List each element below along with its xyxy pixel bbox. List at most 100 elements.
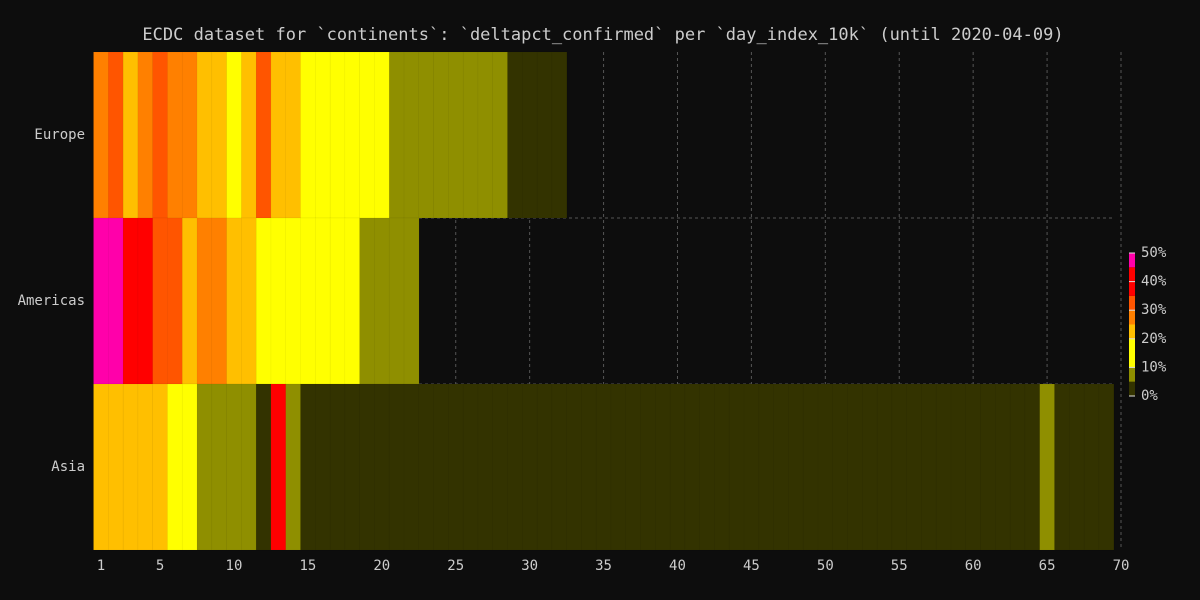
heat-cell xyxy=(344,217,361,385)
heat-cell xyxy=(1069,383,1085,551)
colorbar-tick-label: 50% xyxy=(1141,245,1167,261)
heat-cell xyxy=(862,383,878,551)
heat-cell xyxy=(921,383,937,551)
heat-cell xyxy=(211,383,228,551)
heat-cell xyxy=(329,217,346,385)
heat-cell xyxy=(950,383,967,551)
heat-cell xyxy=(270,217,287,385)
heat-cell xyxy=(167,51,183,219)
heat-cell xyxy=(1098,383,1115,551)
heat-cell xyxy=(699,383,715,551)
heat-cell xyxy=(108,217,124,385)
heat-cell xyxy=(300,51,316,219)
x-tick-label: 50 xyxy=(817,558,834,574)
heat-cell xyxy=(403,51,420,219)
heat-cell xyxy=(492,383,509,551)
heat-cell xyxy=(507,383,523,551)
heat-cell xyxy=(935,383,952,551)
heat-cell xyxy=(551,383,568,551)
heat-cell xyxy=(226,383,242,551)
heat-cell xyxy=(359,217,375,385)
heat-cell xyxy=(241,51,257,219)
heat-cell xyxy=(359,51,375,219)
chart-title: ECDC dataset for `continents`: `deltapct… xyxy=(142,25,1063,45)
heat-cell xyxy=(581,383,597,551)
heat-cell xyxy=(196,51,213,219)
heat-cell xyxy=(684,383,701,551)
heat-cell xyxy=(448,383,464,551)
heat-cell xyxy=(270,51,287,219)
heat-cell xyxy=(196,217,213,385)
heat-cell xyxy=(640,383,656,551)
heat-cell xyxy=(359,383,375,551)
heat-cell xyxy=(196,383,213,551)
heat-cell xyxy=(315,51,331,219)
heat-cell xyxy=(610,383,627,551)
heat-cell xyxy=(1083,383,1100,551)
heat-cell xyxy=(152,217,168,385)
heat-cell xyxy=(137,383,154,551)
heat-cell xyxy=(374,383,390,551)
heat-cell xyxy=(817,383,834,551)
heat-cell xyxy=(285,51,302,219)
heat-cell xyxy=(270,383,287,551)
colorbar-bin xyxy=(1129,253,1135,268)
heat-cell xyxy=(374,51,390,219)
heat-cell xyxy=(773,383,789,551)
heat-cell xyxy=(462,51,479,219)
heat-cell xyxy=(906,383,922,551)
heat-cell xyxy=(108,383,124,551)
heat-cell xyxy=(255,51,272,219)
heat-cell xyxy=(847,383,863,551)
heat-cell xyxy=(152,51,168,219)
heat-cell xyxy=(625,383,642,551)
x-tick-label: 55 xyxy=(891,558,908,574)
heat-cell xyxy=(536,383,553,551)
heat-cell xyxy=(965,383,982,551)
heat-cell xyxy=(433,383,449,551)
heat-cell xyxy=(285,383,302,551)
heat-cell xyxy=(137,217,154,385)
x-tick-label: 35 xyxy=(595,558,612,574)
x-tick-label: 10 xyxy=(226,558,243,574)
heat-cell xyxy=(329,383,346,551)
heat-cell xyxy=(522,383,538,551)
heat-cell xyxy=(595,383,612,551)
colorbar-tick-label: 40% xyxy=(1141,274,1167,290)
heat-cell xyxy=(403,383,420,551)
heat-cell xyxy=(122,217,139,385)
heat-cell xyxy=(181,217,198,385)
x-tick-label: 20 xyxy=(373,558,390,574)
heat-cell xyxy=(167,383,183,551)
x-tick-label: 60 xyxy=(965,558,982,574)
heat-cell xyxy=(388,217,405,385)
heat-cell xyxy=(315,383,331,551)
heat-cell xyxy=(122,51,139,219)
x-tick-label: 1 xyxy=(97,558,105,574)
colorbar-bin xyxy=(1129,338,1135,368)
heat-cell xyxy=(418,51,435,219)
colorbar-tick-label: 30% xyxy=(1141,302,1167,318)
heat-cell xyxy=(714,383,730,551)
heat-cell xyxy=(1039,383,1056,551)
colorbar-tick-label: 10% xyxy=(1141,359,1167,375)
x-tick-label: 25 xyxy=(447,558,464,574)
heat-cell xyxy=(832,383,849,551)
heat-cell xyxy=(669,383,686,551)
heat-cell xyxy=(137,51,154,219)
heat-cell xyxy=(300,217,316,385)
heat-cell xyxy=(211,51,228,219)
heat-cell xyxy=(241,383,257,551)
heat-cell xyxy=(108,51,124,219)
colorbar-bin xyxy=(1129,310,1135,325)
colorbar-bin xyxy=(1129,295,1135,311)
heat-cell xyxy=(152,383,168,551)
heat-cell xyxy=(255,217,272,385)
heat-cell xyxy=(226,51,242,219)
heat-cell xyxy=(122,383,139,551)
heat-cell xyxy=(980,383,996,551)
heat-cell xyxy=(522,51,538,219)
heat-cell xyxy=(551,51,568,219)
heat-cell xyxy=(344,51,361,219)
